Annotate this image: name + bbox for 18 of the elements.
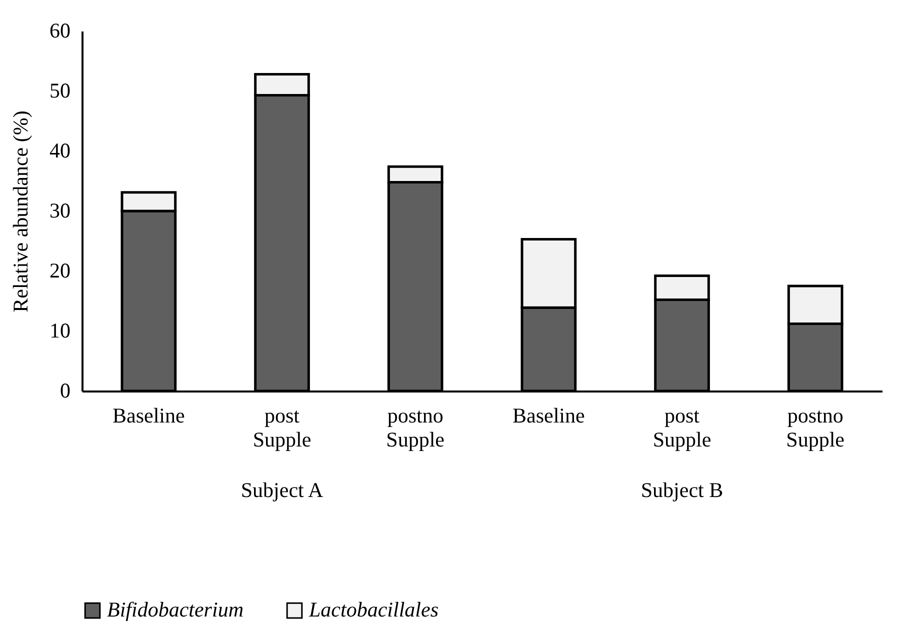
- x-tick-label: Baseline: [112, 404, 185, 428]
- y-tick-label: 60: [50, 18, 70, 42]
- y-tick-label: 0: [60, 378, 70, 402]
- x-tick-label: postno Supple: [786, 404, 845, 452]
- y-tick-label: 20: [50, 258, 70, 282]
- y-tick-label: 30: [50, 198, 70, 222]
- legend-label: Bifidobacterium: [107, 598, 244, 622]
- x-tick-label: post Supple: [652, 404, 712, 452]
- y-axis-title: Relative abundance (%): [8, 110, 32, 312]
- y-tick-label: 10: [50, 318, 70, 342]
- y-tick-label: 50: [50, 78, 70, 102]
- y-tick-label: 40: [50, 138, 70, 162]
- x-tick-label: post Supple: [252, 404, 312, 452]
- text: Subject B: [640, 478, 724, 502]
- legend-label: Lactobacillales: [308, 598, 438, 622]
- text: Subject A: [240, 478, 324, 502]
- x-tick-label: postno Supple: [386, 404, 445, 452]
- x-tick-label: Baseline: [512, 404, 585, 428]
